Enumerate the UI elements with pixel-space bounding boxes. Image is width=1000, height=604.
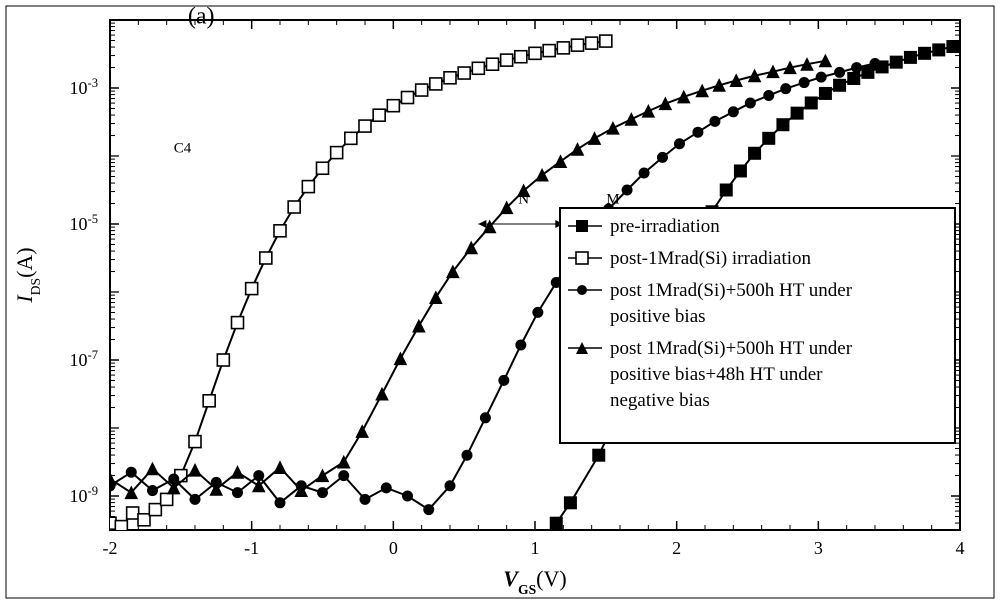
legend-label: post-1Mrad(Si) irradiation bbox=[610, 248, 812, 269]
x-tick-label: -2 bbox=[103, 538, 118, 558]
legend-label: positive bias bbox=[610, 306, 706, 327]
x-tick-label: -1 bbox=[244, 538, 259, 558]
legend-label: positive bias+48h HT under bbox=[610, 364, 823, 385]
y-tick-label: 10-5 bbox=[70, 212, 99, 234]
legend-label: post 1Mrad(Si)+500h HT under bbox=[610, 338, 853, 359]
y-tick-label: 10-3 bbox=[70, 76, 99, 98]
x-tick-label: 2 bbox=[672, 538, 681, 558]
legend-label: post 1Mrad(Si)+500h HT under bbox=[610, 280, 853, 301]
x-tick-label: 4 bbox=[956, 538, 965, 558]
x-tick-label: 1 bbox=[531, 538, 540, 558]
x-tick-label: 0 bbox=[389, 538, 398, 558]
y-tick-label: 10-9 bbox=[70, 484, 99, 506]
x-axis-label: VGS(V) bbox=[503, 566, 566, 597]
subplot-label: (a) bbox=[188, 3, 215, 29]
annotation-N: N bbox=[518, 192, 529, 208]
legend-label: negative bias bbox=[610, 390, 710, 411]
annotation-M: M bbox=[606, 192, 619, 208]
legend-label: pre-irradiation bbox=[610, 216, 720, 237]
y-axis-label: IDS(A) bbox=[12, 247, 43, 303]
transfer-curves-chart: -2 -1 0 1 2 3 4 10-9 10-7 10-5 10-3 IDS(A) VGS(V) (a)… bbox=[0, 0, 1000, 604]
y-tick-label: 10-7 bbox=[70, 348, 99, 370]
inset-label: C4 bbox=[174, 141, 192, 157]
x-tick-label: 3 bbox=[814, 538, 823, 558]
